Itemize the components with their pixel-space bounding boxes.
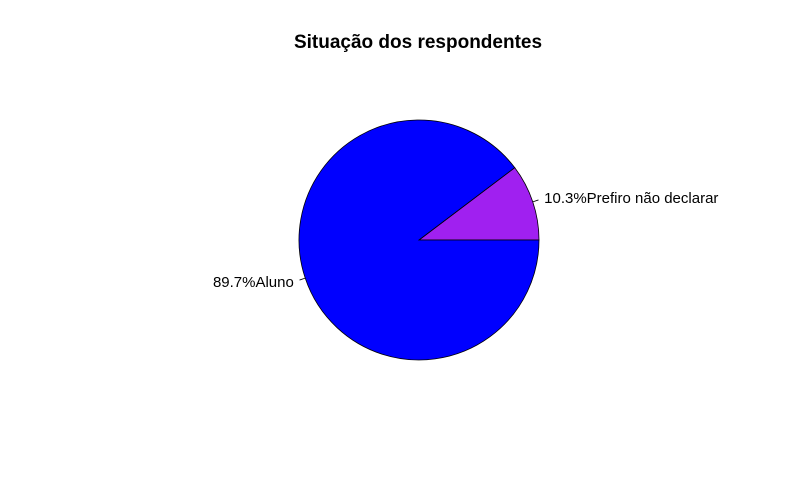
chart-title: Situação dos respondentes xyxy=(294,32,542,53)
pie-label-tick-1 xyxy=(299,277,306,281)
pie-slice-0 xyxy=(417,167,540,241)
pie-slice-1 xyxy=(298,119,540,361)
pie-label-ticks xyxy=(299,199,539,281)
pie-slice-label-0: 10.3%Prefiro não declarar xyxy=(544,190,718,207)
pie-slices xyxy=(298,119,540,361)
pie-slice-label-1: 89.7%Aluno xyxy=(213,274,294,291)
pie-label-tick-0 xyxy=(532,199,539,203)
pie-labels: 10.3%Prefiro não declarar 89.7%Aluno xyxy=(213,190,718,291)
